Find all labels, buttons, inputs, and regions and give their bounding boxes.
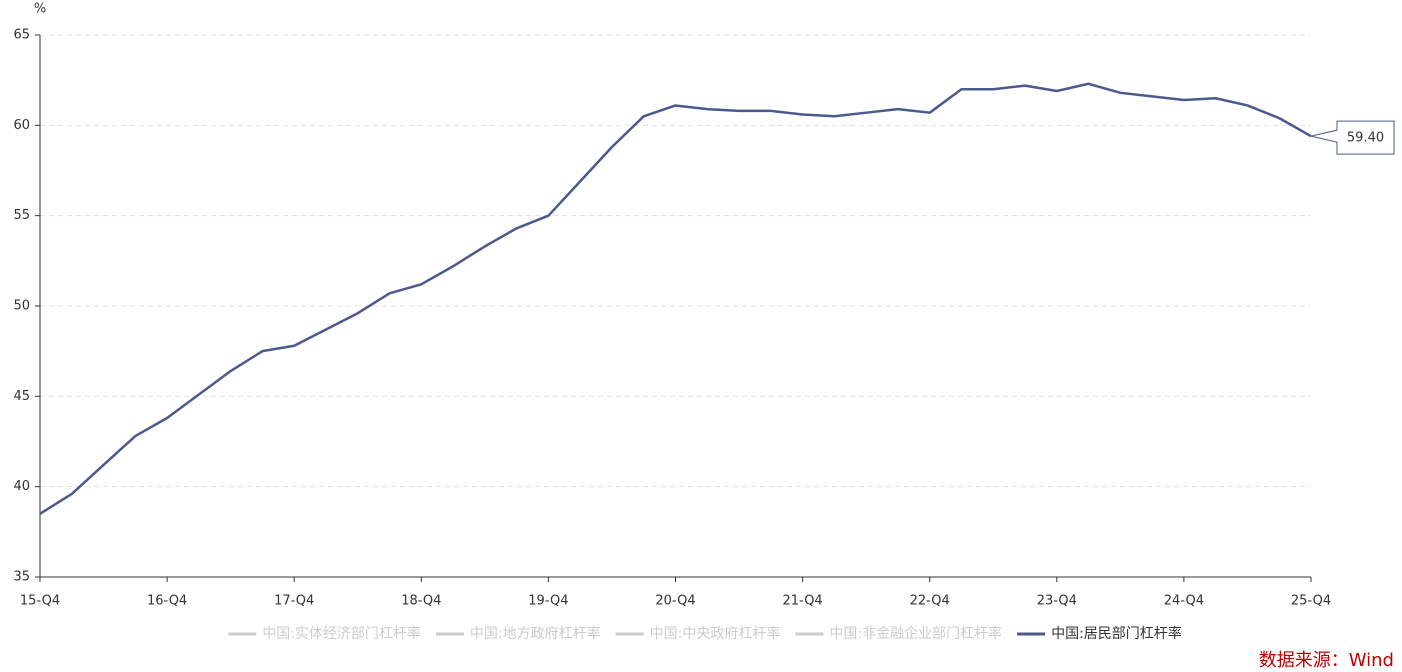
y-tick-label: 50: [13, 299, 30, 314]
source-note: 数据来源：Wind: [1259, 650, 1394, 671]
legend-label: 中国:非金融企业部门杠杆率: [829, 625, 1002, 642]
x-tick-label: 24-Q4: [1164, 594, 1204, 609]
y-tick-label: 65: [13, 28, 30, 43]
legend-item[interactable]: 中国:中央政府杠杆率: [615, 625, 781, 642]
legend-label: 中国:实体经济部门杠杆率: [262, 625, 421, 642]
x-tick-label: 18-Q4: [401, 594, 441, 609]
legend-item[interactable]: 中国:非金融企业部门杠杆率: [795, 625, 1002, 642]
y-tick-label: 40: [13, 479, 30, 494]
legend-label: 中国:地方政府杠杆率: [470, 625, 601, 642]
legend-label: 中国:中央政府杠杆率: [650, 625, 781, 642]
x-tick-label: 17-Q4: [274, 594, 314, 609]
value-label: 59.40: [1347, 131, 1384, 146]
legend-label: 中国:居民部门杠杆率: [1051, 625, 1182, 642]
x-tick-label: 20-Q4: [655, 594, 695, 609]
x-tick-label: 25-Q4: [1291, 594, 1331, 609]
y-tick-label: 45: [13, 389, 30, 404]
y-tick-label: 60: [13, 118, 30, 133]
legend-item[interactable]: 中国:地方政府杠杆率: [435, 625, 601, 642]
series-line: [39, 82, 1312, 515]
x-tick-label: 19-Q4: [528, 594, 568, 609]
value-label-box: [1310, 120, 1395, 155]
x-tick-label: 22-Q4: [910, 594, 950, 609]
x-tick-label: 21-Q4: [782, 594, 822, 609]
legend-item[interactable]: 中国:实体经济部门杠杆率: [228, 625, 421, 642]
legend-item[interactable]: 中国:居民部门杠杆率: [1017, 625, 1182, 642]
x-tick-label: 16-Q4: [147, 594, 187, 609]
y-tick-label: 35: [13, 570, 30, 585]
y-tick-label: 55: [13, 208, 30, 223]
x-tick-label: 23-Q4: [1037, 594, 1077, 609]
y-axis-unit: %: [34, 2, 46, 17]
x-tick-label: 15-Q4: [20, 594, 60, 609]
